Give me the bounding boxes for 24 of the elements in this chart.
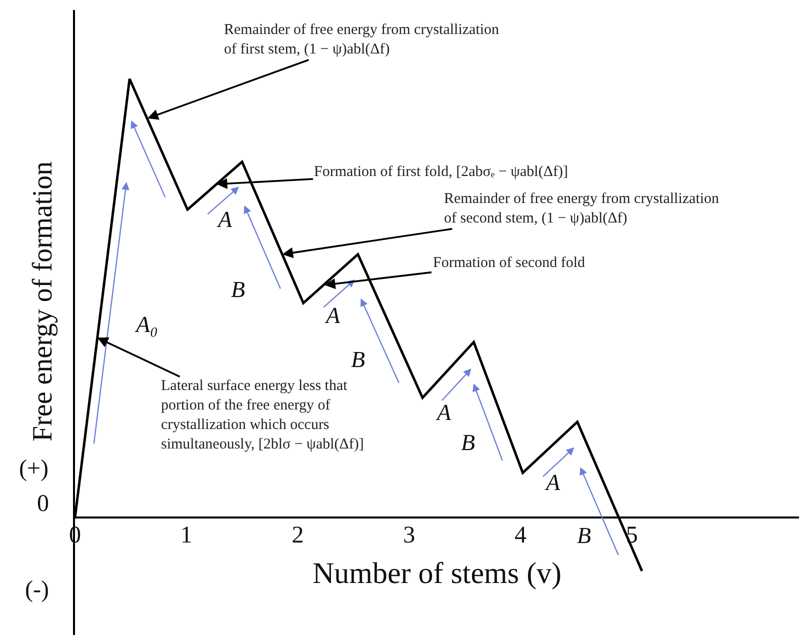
annotation: Remainder of free energy from crystallization of second stem, (1 − ψ)abl(Δf) bbox=[444, 191, 720, 226]
x-tick-label: 2 bbox=[292, 522, 304, 549]
x-tick-label: 5 bbox=[626, 522, 638, 549]
x-tick-label: 1 bbox=[180, 522, 192, 549]
x-tick-label: 4 bbox=[514, 522, 527, 549]
y-axis-title: Free energy of formation bbox=[28, 161, 58, 442]
annotation: Formation of first fold, [2abσₑ − ψabl(Δf)] bbox=[314, 164, 568, 180]
annotation: A₀ bbox=[134, 312, 158, 337]
annotation: B bbox=[461, 430, 476, 455]
annotation: A bbox=[544, 470, 561, 495]
x-tick-label: 3 bbox=[403, 522, 416, 549]
annotation: Lateral surface energy less that portion of the free energy of crystallization which occurs simultaneously, [2blσ − ψabl(Δf)] bbox=[161, 378, 364, 452]
annotation: A bbox=[216, 207, 233, 232]
text: (-) bbox=[25, 577, 49, 603]
text: (+) bbox=[19, 456, 49, 482]
x-axis-title: Number of stems (v) bbox=[312, 557, 562, 590]
annotation: A bbox=[324, 303, 341, 328]
annotation: Formation of second fold bbox=[433, 255, 586, 271]
annotation: B bbox=[231, 277, 246, 302]
text: 0 bbox=[37, 491, 49, 517]
annotation: B bbox=[351, 347, 366, 372]
annotation: A bbox=[435, 400, 452, 425]
annotation: Remainder of free energy from crystallization of first stem, (1 − ψ)abl(Δf) bbox=[224, 22, 500, 58]
annotation: B bbox=[577, 523, 592, 548]
